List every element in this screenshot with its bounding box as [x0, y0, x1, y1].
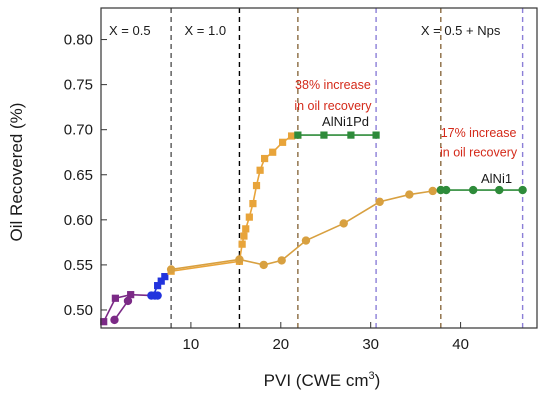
data-point	[495, 185, 504, 195]
y-axis-title: Oil Recovered (%)	[7, 103, 26, 242]
data-point	[320, 131, 328, 139]
data-point	[375, 197, 384, 207]
data-point	[468, 185, 478, 195]
data-point	[442, 185, 451, 195]
series	[167, 131, 302, 275]
x-tick-label: 40	[452, 336, 469, 353]
series	[166, 185, 446, 274]
series-line	[171, 189, 441, 271]
data-point	[261, 154, 269, 163]
data-point	[339, 219, 348, 228]
data-point	[405, 190, 414, 199]
data-point	[372, 131, 380, 139]
chart-annotation: 17% increase	[441, 126, 517, 140]
x-tick-label: 30	[362, 336, 379, 353]
data-point	[127, 291, 135, 299]
data-point	[153, 291, 162, 300]
data-point	[287, 132, 296, 140]
y-tick-label: 0.70	[64, 122, 93, 139]
series	[294, 131, 380, 139]
data-point	[294, 131, 302, 139]
data-point	[110, 315, 119, 325]
data-point	[269, 148, 277, 156]
data-point	[245, 213, 253, 221]
y-tick-label: 0.80	[64, 32, 93, 49]
data-point	[166, 265, 176, 274]
data-point	[235, 255, 244, 264]
x-axis-title-close: )	[375, 371, 381, 390]
data-point	[428, 186, 437, 196]
data-point	[518, 185, 527, 195]
region-label: X = 0.5	[109, 23, 151, 38]
data-point	[100, 318, 108, 326]
data-point	[277, 256, 286, 265]
data-series	[100, 131, 527, 326]
y-tick-label: 0.60	[64, 212, 93, 229]
series	[110, 296, 133, 325]
x-axis-title: PVI (CWE cm3)	[264, 370, 381, 390]
series	[147, 291, 162, 300]
reference-lines	[170, 8, 524, 328]
chart-annotation: AlNi1Pd	[322, 114, 369, 129]
series-line	[171, 134, 298, 273]
series-line	[102, 293, 154, 323]
data-point	[249, 200, 257, 208]
data-point	[278, 138, 287, 146]
plot-frame	[100, 7, 538, 329]
data-point	[161, 273, 169, 281]
x-tick-label: 20	[272, 336, 289, 353]
data-point	[256, 166, 264, 174]
data-point	[240, 232, 248, 240]
data-point	[259, 260, 268, 270]
data-point	[242, 225, 250, 233]
chart-annotation: 38% increase	[295, 78, 371, 92]
data-point	[123, 296, 133, 306]
chart-annotation: in oil recovery	[294, 99, 372, 113]
y-tick-label: 0.75	[64, 77, 93, 94]
y-tick-label: 0.65	[64, 167, 93, 184]
data-point	[301, 236, 311, 245]
region-label: X = 1.0	[184, 23, 226, 38]
chart-annotation: in oil recovery	[440, 146, 518, 160]
x-tick-label: 10	[183, 336, 200, 353]
data-point	[111, 294, 119, 302]
axis-ticks: 10 20 30 40 0.50 0.55 0.60 0.65 0.70 0.75 0.80	[64, 32, 469, 353]
series	[436, 185, 527, 195]
region-label: X = 0.5 + Nps	[421, 23, 501, 38]
chart-text: PVI (CWE cm3) Oil Recovered (%) X = 0.5 X…	[7, 23, 518, 390]
data-point	[154, 282, 162, 290]
data-point	[238, 240, 246, 248]
y-tick-label: 0.50	[64, 302, 93, 319]
data-point	[347, 131, 355, 139]
axes	[100, 7, 538, 329]
y-tick-label: 0.55	[64, 257, 93, 274]
data-point	[252, 181, 261, 190]
data-point	[157, 277, 165, 285]
x-axis-title-superscript: 3	[369, 370, 375, 382]
chart-annotation: AlNi1	[481, 171, 512, 186]
